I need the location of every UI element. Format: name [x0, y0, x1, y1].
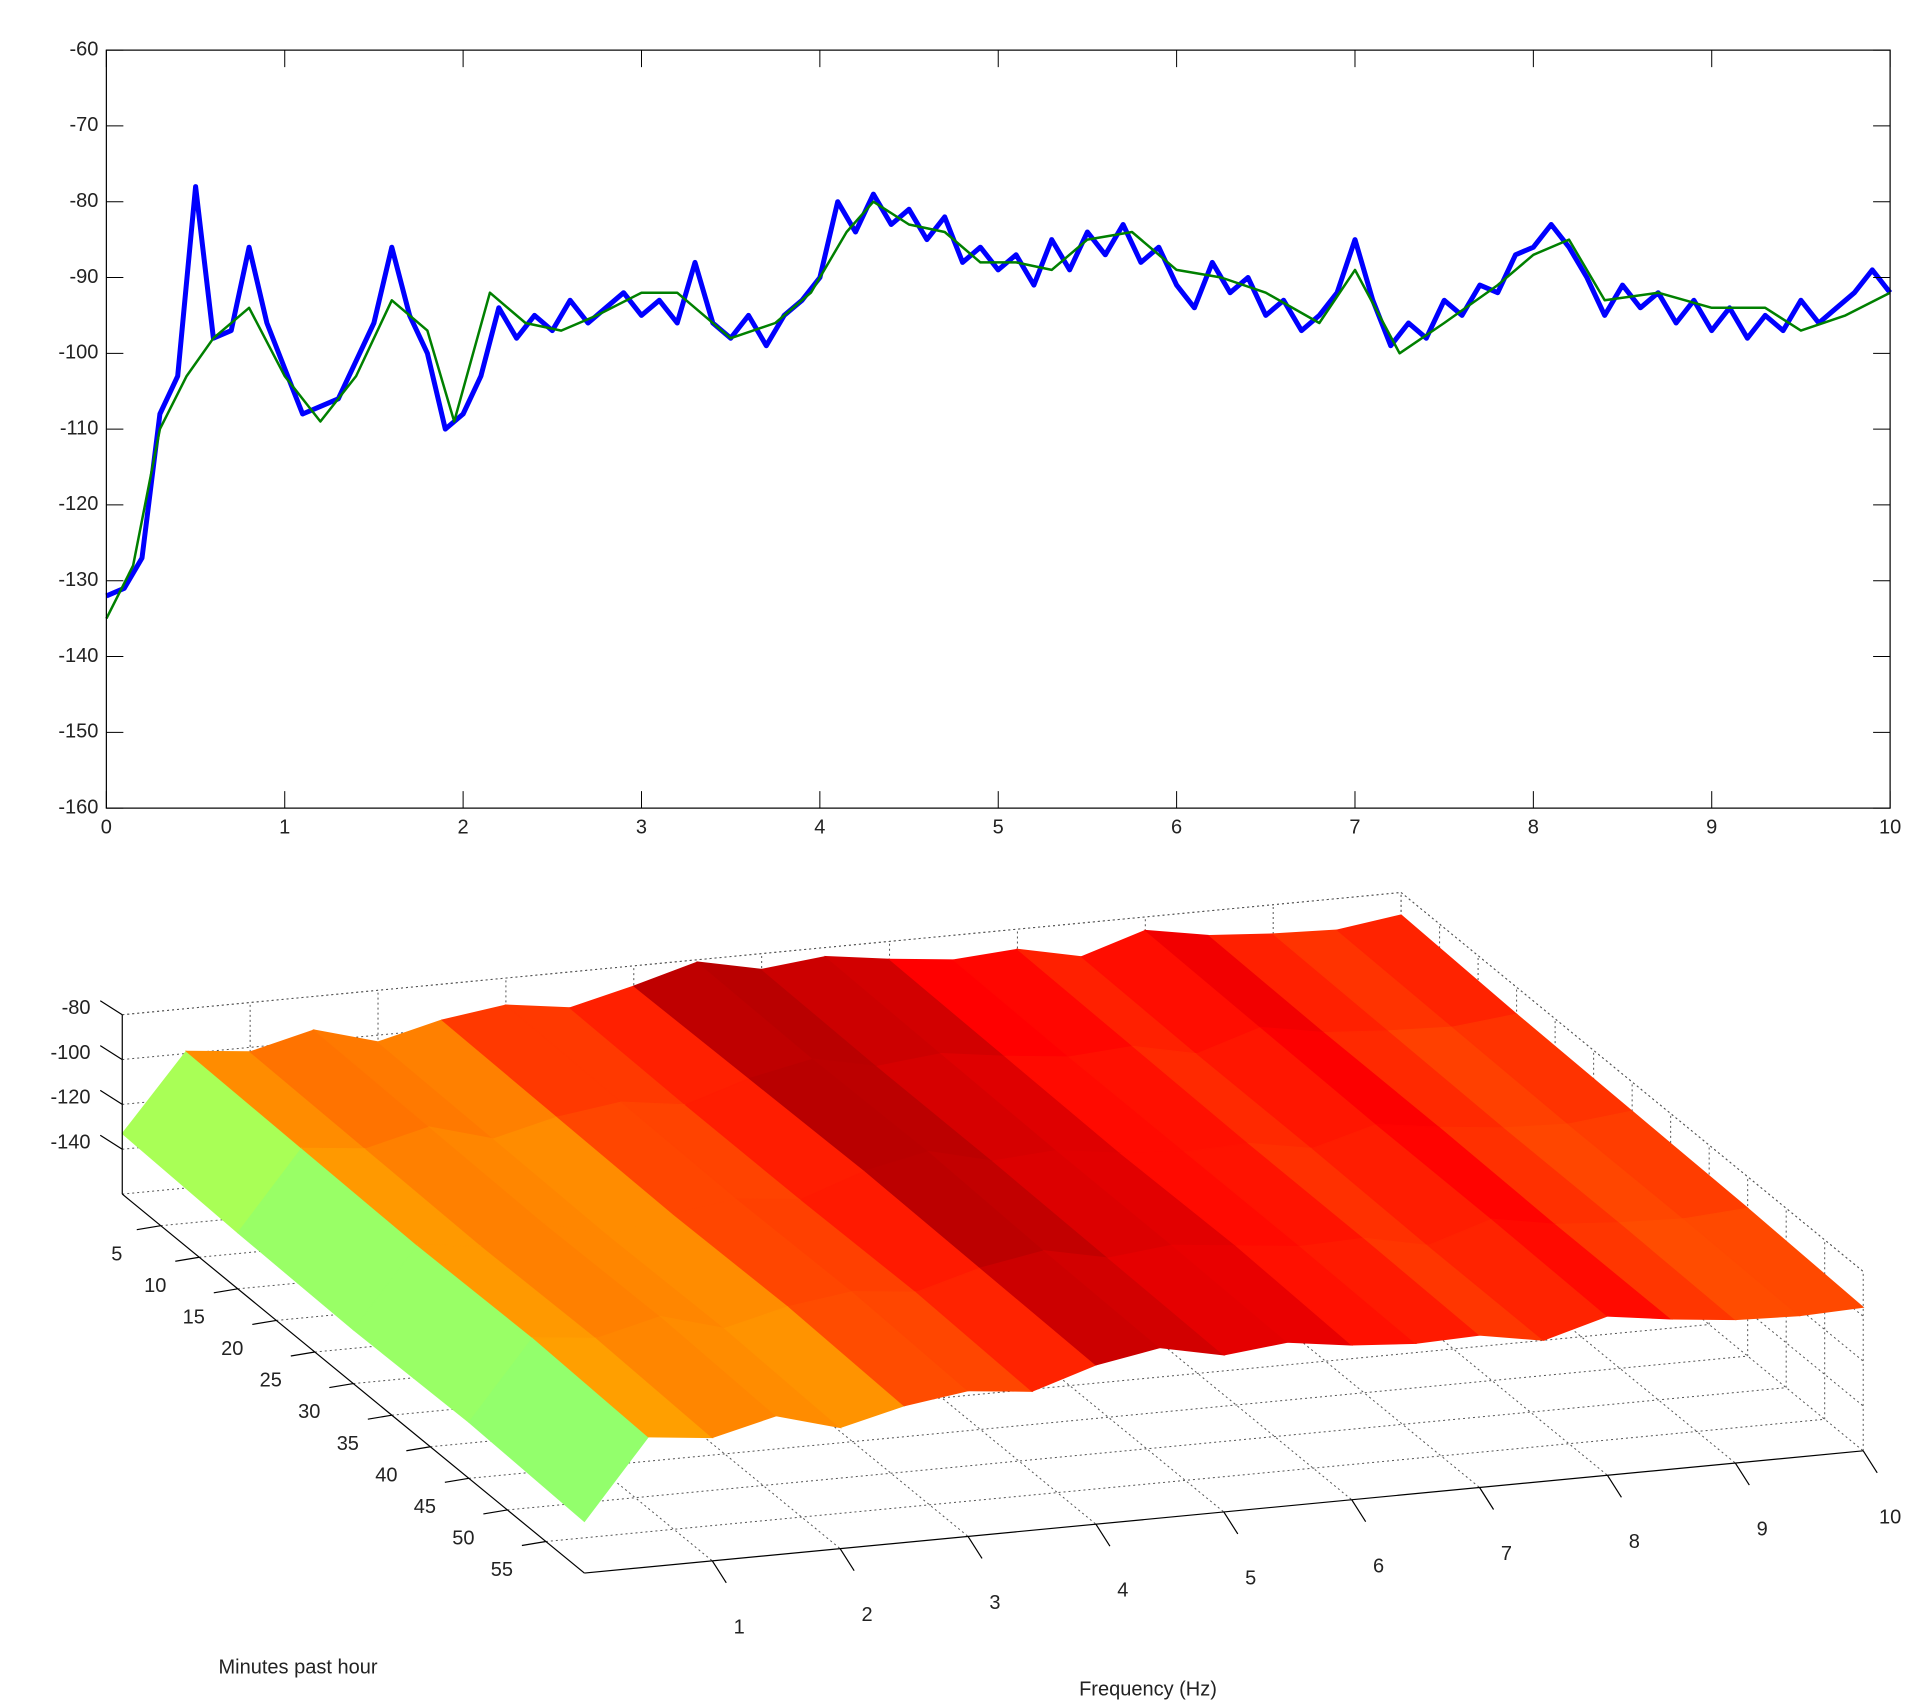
y-axis-label: Minutes past hour: [219, 1656, 378, 1678]
x-tick: [1479, 1487, 1495, 1510]
x-tick-label: 10: [1879, 1506, 1901, 1528]
x-tick-label: 3: [989, 1592, 1000, 1614]
y-tick: [406, 1446, 431, 1452]
z-tick-label: -80: [62, 997, 91, 1019]
series-line: [105, 200, 1891, 620]
y-tick-label: 25: [260, 1370, 282, 1392]
x-tick: [1734, 1462, 1750, 1486]
x-axis-label: Frequency (Hz): [1079, 1678, 1217, 1700]
x-tick-label: 9: [1706, 816, 1717, 838]
z-tick-label: -140: [50, 1132, 90, 1154]
x-tick-label: 10: [1879, 816, 1901, 838]
x-tick-label: 1: [279, 816, 290, 838]
z-tick: [99, 1089, 123, 1105]
x-tick-label: 3: [636, 816, 647, 838]
y-tick-label: 40: [375, 1464, 397, 1486]
y-tick: [329, 1382, 354, 1389]
x-tick-label: 5: [1245, 1567, 1256, 1589]
y-tick: [136, 1225, 161, 1231]
y-tick-label: -130: [58, 569, 98, 591]
x-tick-label: 4: [814, 816, 825, 838]
y-tick-label: -80: [69, 190, 98, 212]
y-tick-label: 5: [111, 1243, 122, 1265]
y-tick-label: 35: [337, 1433, 359, 1455]
x-tick: [967, 1536, 983, 1559]
grid-line: [545, 1418, 1825, 1543]
z-tick: [99, 1045, 123, 1061]
x-tick-label: 6: [1373, 1555, 1384, 1577]
y-tick-label: 30: [298, 1401, 320, 1423]
grid-line: [507, 1387, 1787, 1511]
x-tick-label: 4: [1117, 1580, 1128, 1602]
surface-patch: [1682, 1207, 1865, 1317]
x-tick: [1223, 1511, 1239, 1535]
y-tick: [367, 1414, 392, 1420]
z-tick-label: -100: [50, 1042, 90, 1064]
x-tick: [1606, 1474, 1622, 1498]
x-tick-label: 7: [1349, 816, 1360, 838]
x-tick: [711, 1560, 727, 1584]
plot-area: [106, 50, 1891, 809]
y-tick-label: 10: [144, 1275, 166, 1297]
y-tick: [521, 1540, 546, 1547]
x-tick-label: 2: [861, 1604, 872, 1626]
y-tick: [444, 1477, 469, 1483]
y-tick: [483, 1509, 508, 1515]
grid-line: [430, 1324, 1710, 1448]
y-tick-label: -60: [69, 38, 98, 60]
y-tick-label: 50: [452, 1528, 474, 1550]
x-tick-label: 6: [1171, 816, 1182, 838]
grid-line: [468, 1355, 1748, 1479]
y-tick-label: 55: [491, 1559, 513, 1581]
y-tick-label: -120: [58, 493, 98, 515]
y-tick-label: -160: [58, 796, 98, 818]
x-tick-label: 8: [1629, 1531, 1640, 1553]
y-tick: [213, 1288, 238, 1294]
y-tick-label: -140: [58, 645, 98, 667]
x-tick-label: 5: [993, 816, 1004, 838]
z-tick-label: -120: [50, 1087, 90, 1109]
y-tick-label: -70: [69, 114, 98, 136]
y-tick: [175, 1256, 200, 1262]
series-line: [105, 184, 1893, 599]
y-tick: [290, 1351, 315, 1357]
x-tick-label: 8: [1528, 816, 1539, 838]
x-tick-label: 0: [101, 816, 112, 838]
y-tick-label: -100: [58, 342, 98, 364]
z-tick: [99, 1134, 123, 1150]
x-tick: [839, 1548, 855, 1571]
x-tick-label: 7: [1501, 1543, 1512, 1565]
y-tick-label: 15: [183, 1306, 205, 1328]
x-tick-label: 9: [1757, 1519, 1768, 1541]
x-tick: [1095, 1523, 1111, 1547]
y-tick-label: 20: [221, 1338, 243, 1360]
y-tick-label: 45: [414, 1496, 436, 1518]
box-edge: [122, 891, 1402, 1016]
y-tick-label: -150: [58, 721, 98, 743]
x-tick: [1351, 1499, 1367, 1523]
x-tick-label: 2: [458, 816, 469, 838]
y-tick: [252, 1319, 277, 1326]
y-tick-label: -110: [60, 417, 99, 439]
x-tick-label: 1: [734, 1616, 745, 1638]
x-tick: [1862, 1450, 1878, 1474]
z-tick: [99, 1000, 123, 1016]
y-tick-label: -90: [69, 266, 98, 288]
